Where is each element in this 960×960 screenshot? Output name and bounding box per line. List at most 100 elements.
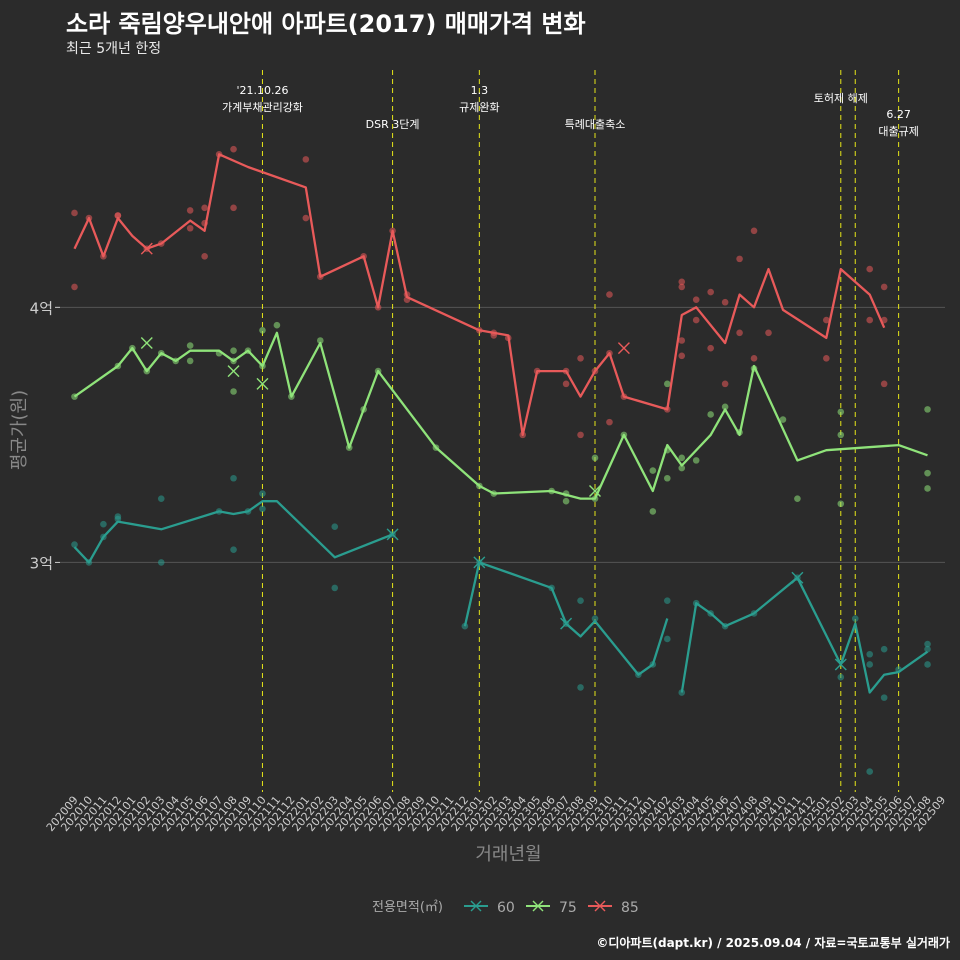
scatter-point-60	[331, 523, 339, 531]
scatter-point-85	[736, 329, 743, 337]
scatter-point-75	[678, 454, 686, 462]
scatter-point-85	[750, 355, 758, 362]
scatter-point-75	[779, 416, 787, 423]
event-label: '21.10.26	[236, 84, 288, 97]
scatter-point-75	[924, 469, 931, 477]
scatter-point-75	[649, 467, 657, 474]
legend-entry-60: 60	[464, 900, 515, 916]
scatter-point-85	[230, 204, 237, 212]
scatter-point-60	[924, 645, 931, 653]
scatter-point-85	[823, 316, 830, 324]
axes: 3억4억202009202010202011202012202101202102…	[9, 299, 948, 865]
scatter-point-75	[649, 508, 657, 515]
scatter-point-85	[562, 380, 570, 388]
cross-stroke	[834, 658, 847, 671]
cross-stroke	[386, 528, 399, 541]
chart-subtitle: 최근 5개년 한정	[66, 41, 162, 57]
cross-marker-75	[140, 337, 153, 350]
scatter-point-85	[114, 212, 122, 219]
scatter-point-85	[721, 298, 729, 306]
scatter-point-60	[100, 520, 107, 528]
scatter-point-60	[866, 768, 874, 775]
scatter-point-75	[707, 411, 714, 418]
legend-label: 60	[497, 900, 515, 916]
scatter-point-85	[880, 283, 888, 291]
scatter-point-75	[678, 464, 686, 472]
cross-marker-60	[473, 556, 486, 569]
scatter-point-60	[924, 661, 931, 668]
scatter-point-60	[114, 513, 122, 520]
scatter-point-60	[663, 635, 671, 643]
scatter-point-85	[707, 288, 714, 296]
scatter-point-60	[331, 584, 339, 592]
scatter-point-60	[591, 615, 599, 622]
scatter-point-75	[721, 403, 729, 411]
scatter-point-85	[302, 214, 310, 222]
scatter-point-85	[201, 253, 208, 260]
scatter-point-60	[837, 673, 845, 681]
event-label: 규제완화	[459, 101, 499, 114]
event-label: 토허제 해제	[814, 91, 868, 105]
scatter-point-75	[562, 497, 570, 505]
scatter-point-60	[71, 541, 78, 548]
scatter-point-85	[186, 224, 194, 232]
scatter-point-75	[924, 485, 931, 492]
series-line-60	[73, 500, 394, 564]
scatter-point-85	[71, 209, 78, 217]
scatter-point-75	[837, 500, 845, 508]
scatter-point-60	[866, 661, 874, 668]
scatter-point-75	[837, 408, 845, 416]
scatter-point-75	[230, 347, 237, 354]
scatter-point-85	[606, 418, 613, 426]
legend-entry-75: 75	[526, 900, 577, 916]
grid	[60, 306, 945, 563]
scatter-point-75	[259, 326, 266, 334]
scatter-point-60	[259, 505, 266, 513]
scatter-point-85	[606, 291, 613, 298]
scatter-point-85	[678, 283, 686, 291]
scatter-point-85	[736, 255, 743, 263]
scatter-point-75	[663, 380, 671, 388]
scatter-point-85	[186, 207, 194, 214]
event-label: 1.3	[471, 84, 489, 97]
scatter-point-85	[880, 380, 888, 388]
chart-title: 소라 죽림양우내안애 아파트(2017) 매매가격 변화	[66, 10, 586, 38]
scatter-point-85	[71, 283, 78, 291]
scatter-point-75	[186, 357, 194, 365]
cross-marker-85	[140, 242, 153, 255]
scatter-point-75	[230, 388, 237, 395]
cross-stroke	[227, 365, 240, 378]
scatter-point-60	[678, 689, 686, 696]
cross-markers	[140, 242, 847, 671]
scatter-point-85	[678, 352, 686, 360]
cross-stroke	[140, 337, 153, 350]
series-line-60	[463, 561, 669, 676]
cross-stroke	[791, 571, 804, 584]
cross-stroke	[256, 377, 269, 390]
scatter-point-85	[678, 337, 686, 344]
scatter-point-60	[157, 559, 165, 566]
scatter-points	[71, 145, 931, 775]
scatter-point-75	[924, 406, 931, 413]
scatter-point-85	[866, 316, 874, 324]
scatter-point-60	[577, 597, 584, 604]
scatter-point-60	[157, 495, 165, 502]
cross-stroke	[140, 242, 153, 255]
series-line-75	[73, 331, 928, 500]
cross-stroke	[473, 556, 486, 569]
scatter-point-60	[663, 597, 671, 604]
scatter-point-85	[577, 355, 584, 362]
scatter-point-85	[707, 344, 714, 352]
event-label: 특례대출축소	[565, 118, 626, 131]
scatter-point-75	[837, 431, 845, 439]
legend-title: 전용면적(㎡)	[372, 900, 443, 915]
scatter-point-60	[259, 490, 266, 497]
scatter-point-85	[230, 145, 237, 153]
event-label: 대출규제	[878, 125, 918, 138]
scatter-point-85	[678, 278, 686, 286]
series-line-60	[680, 576, 929, 694]
event-label: 6.27	[886, 108, 911, 121]
cross-stroke	[617, 342, 630, 355]
